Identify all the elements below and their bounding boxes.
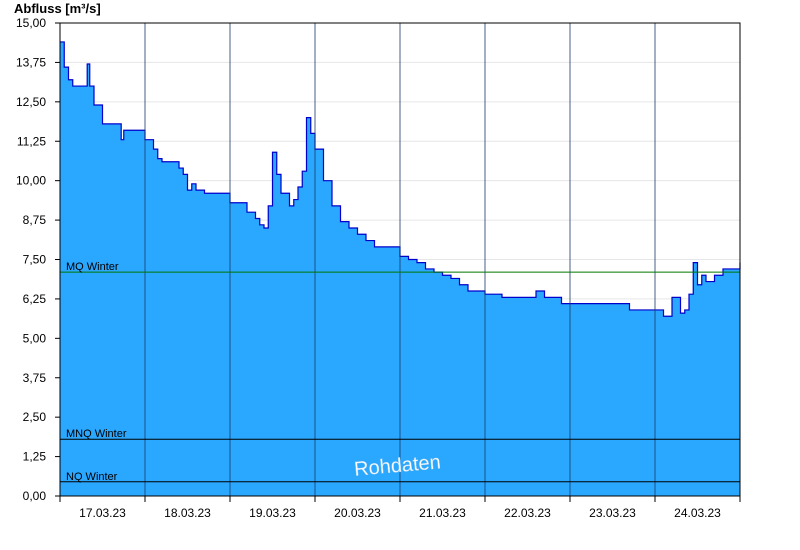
y-tick-label: 3,75 [23,371,47,385]
y-tick-label: 13,75 [16,55,46,69]
y-axis-ticks: 0,00 1,25 2,50 3,75 5,00 6,25 7,50 8,75 10,00 11,… [16,16,60,503]
x-tick-label: 24.03.23 [674,506,721,520]
y-tick-label: 0,00 [23,489,47,503]
y-axis-label: Abfluss [m³/s] [14,1,101,16]
y-tick-label: 1,25 [23,450,47,464]
vertical-gridlines [144,23,656,496]
reference-line-label: NQ Winter [66,471,118,483]
reference-lines: MQ Winter MNQ Winter NQ Winter [60,261,740,483]
x-tick-label: 17.03.23 [79,506,126,520]
x-tick-label: 22.03.23 [504,506,551,520]
x-tick-label: 21.03.23 [419,506,466,520]
x-axis-ticks: 17.03.23 18.03.23 19.03.23 20.03.23 21.03.23… [59,496,741,520]
reference-line-label: MQ Winter [66,261,119,273]
y-tick-label: 12,50 [16,95,46,109]
discharge-line [60,41,741,317]
y-tick-label: 5,00 [23,331,47,345]
x-tick-label: 19.03.23 [249,506,296,520]
y-tick-label: 15,00 [16,16,46,30]
y-tick-label: 2,50 [23,410,47,424]
y-tick-label: 10,00 [16,174,46,188]
x-tick-label: 20.03.23 [334,506,381,520]
y-tick-label: 6,25 [23,292,47,306]
reference-line-label: MNQ Winter [66,428,127,440]
y-tick-label: 8,75 [23,213,47,227]
x-tick-label: 18.03.23 [164,506,211,520]
y-tick-label: 7,50 [23,253,47,267]
plot-area [59,22,741,497]
y-tick-label: 11,25 [17,134,46,148]
x-tick-label: 23.03.23 [589,506,636,520]
